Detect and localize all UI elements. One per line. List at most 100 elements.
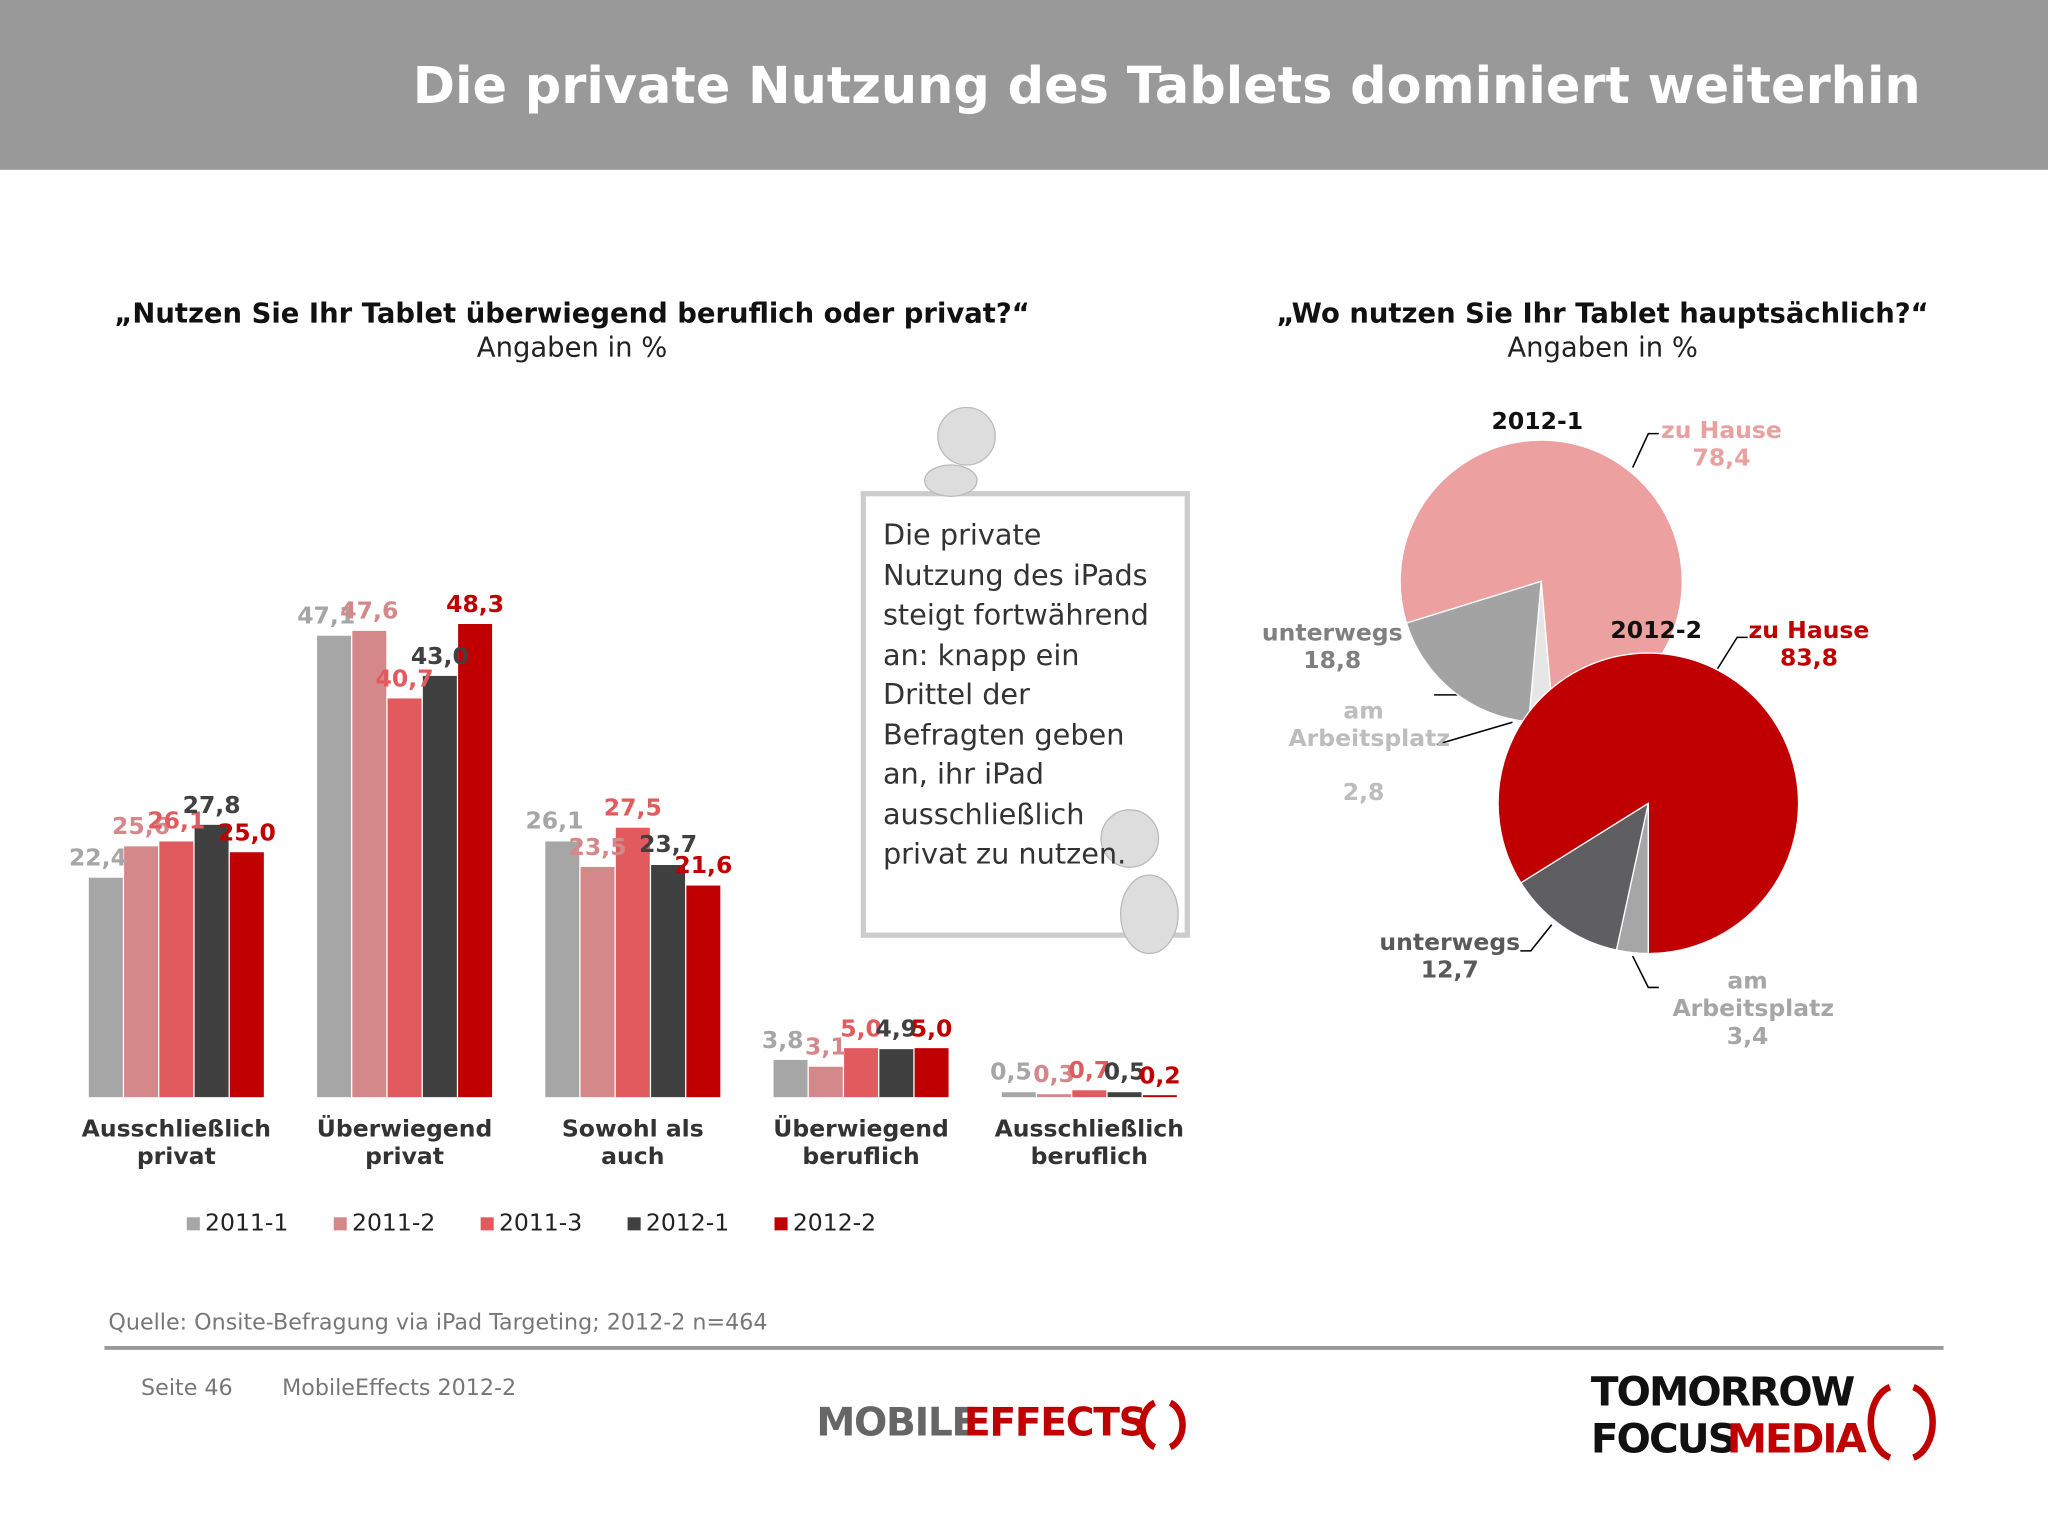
slice-label: am Arbeitsplatz [1288,697,1451,753]
data-label: 47,1 [297,602,356,630]
bar [879,1049,914,1098]
pie-title: 2012-2 [1610,617,1702,645]
slice-value: 3,4 [1726,1023,1769,1051]
logo-text: TOMORROW [1590,1368,1855,1416]
data-label: 25,6 [112,813,171,841]
data-label: 22,4 [68,844,127,872]
slice-value: 18,8 [1303,647,1362,675]
bar [580,866,615,1098]
data-label: 0,3 [1033,1060,1075,1089]
slice-value: 2,8 [1342,779,1385,807]
bar [317,635,352,1098]
slice-label: unterwegs [1261,619,1403,648]
bar [1072,1090,1107,1098]
data-label: 23,5 [568,833,627,862]
legend-swatch [480,1217,494,1231]
bar [458,623,493,1098]
slice-label: zu Hause [1661,417,1782,445]
bar [229,852,264,1098]
logo-text: FOCUS [1590,1415,1737,1463]
chart-subtitle: Angaben in % [1507,331,1698,364]
data-label: 4,9 [875,1015,918,1044]
data-label: 43,0 [410,642,469,671]
legend-label: 2011-3 [498,1209,583,1237]
data-label: 27,5 [603,794,662,822]
pie-slice [1497,652,1800,955]
logo-mark [1139,1384,1936,1461]
logo-text: MOBILE [816,1400,978,1446]
study-name: MobileEffects 2012-2 [282,1375,517,1402]
x-tick-label: Sowohl als auch [561,1115,704,1171]
data-label: 0,2 [1139,1061,1181,1090]
legend-swatch [774,1217,788,1231]
bar [545,841,580,1098]
x-tick-label: Überwiegend privat [316,1115,493,1171]
x-tick-label: Ausschließlich privat [81,1115,271,1171]
data-label: 47,6 [340,597,399,625]
data-label: 26,1 [147,808,206,836]
chart-subtitle: Angaben in % [476,331,668,364]
chart-title: „Wo nutzen Sie Ihr Tablet hauptsächlich?… [1276,297,1929,330]
data-label: 0,7 [1068,1056,1111,1085]
pie-slice [1520,801,1650,951]
bar [352,630,387,1098]
figure-body [924,464,978,497]
data-label: 48,3 [446,590,505,619]
data-label: 26,1 [525,808,584,836]
bar [773,1059,808,1098]
bar [651,864,686,1098]
x-tick-label: Ausschließlich beruflich [994,1115,1184,1171]
bar [1037,1094,1072,1098]
bar [615,827,650,1098]
page-number: Seite 46 [141,1375,233,1402]
data-label: 23,7 [639,831,698,860]
bar [422,675,457,1098]
chart-title: „Nutzen Sie Ihr Tablet überwiegend beruf… [114,297,1030,330]
data-label: 21,6 [674,852,733,880]
bar [159,841,194,1098]
bar [387,698,422,1098]
slice-value: 83,8 [1779,644,1838,672]
slice-label: zu Hause [1748,617,1870,645]
legend-label: 2011-1 [205,1209,289,1237]
data-label: 25,0 [217,818,276,847]
bar [88,877,123,1098]
pie-title: 2012-1 [1491,408,1584,436]
data-label: 3,1 [804,1033,847,1061]
bar [808,1066,843,1098]
data-label: 40,7 [375,665,434,693]
header-band [0,0,2048,170]
bar [194,824,229,1098]
legend-label: 2012-2 [792,1209,877,1237]
slice-value: 78,4 [1692,444,1751,473]
slice-label: unterwegs [1379,929,1521,957]
logo-text: EFFECTS [963,1400,1147,1446]
source: Quelle: Onsite-Befragung via iPad Target… [108,1310,768,1337]
pie-slice [1405,580,1542,723]
data-label: 27,8 [182,791,241,819]
slice-value: 12,7 [1420,956,1479,985]
x-tick-label: Überwiegend beruflich [773,1115,949,1171]
legend-swatch [333,1217,347,1231]
legend-label: 2012-1 [645,1209,730,1237]
bar [124,846,159,1098]
legend-swatch [186,1217,200,1231]
legend-label: 2011-2 [351,1209,436,1237]
bar [1107,1092,1142,1098]
data-label: 5,0 [910,1014,953,1043]
bar [1001,1092,1036,1098]
note-text: Die private Nutzung des iPads steigt for… [882,519,1149,872]
figure-head [1100,809,1160,868]
bar [844,1048,879,1098]
data-label: 0,5 [1103,1058,1146,1087]
data-label: 3,8 [761,1026,804,1055]
bar [686,885,721,1098]
logo-text: MEDIA [1726,1415,1867,1463]
slice-label: am Arbeitsplatz [1672,967,1835,1023]
figure-head [937,406,996,466]
data-label: 5,0 [840,1014,882,1043]
figure-body [1119,874,1179,955]
